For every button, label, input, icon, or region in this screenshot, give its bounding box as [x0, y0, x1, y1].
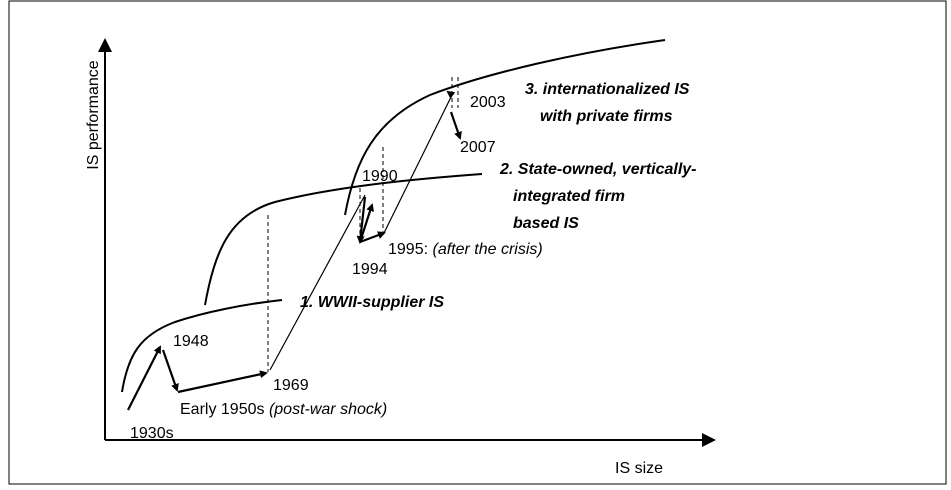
regime-label: 1. WWII-supplier IS	[300, 294, 444, 311]
event-label: 1995: (after the crisis)	[388, 241, 543, 258]
curve-3	[344, 39, 666, 216]
curve-2	[204, 173, 483, 306]
regime-label: based IS	[513, 215, 579, 232]
x-axis-label: IS size	[615, 460, 663, 477]
event-label: 1990	[362, 168, 398, 185]
event-label: Early 1950s (post-war shock)	[180, 401, 387, 418]
path-line	[269, 194, 366, 371]
regime-label: 3. internationalized IS	[525, 81, 690, 98]
arrow	[127, 345, 161, 411]
event-label: 2003	[470, 94, 506, 111]
arrow	[358, 203, 374, 243]
arrow	[359, 231, 386, 244]
frame	[8, 0, 947, 485]
event-label: 1930s	[130, 425, 174, 442]
curve-1	[121, 299, 283, 393]
regime-label: 2. State-owned, vertically-	[499, 161, 697, 178]
event-label: 1948	[173, 333, 209, 350]
arrow	[161, 349, 179, 392]
event-label: 1994	[352, 261, 388, 278]
arrow	[356, 196, 367, 244]
path-line	[383, 94, 453, 234]
arrow	[446, 90, 456, 99]
arrow	[449, 111, 462, 140]
arrow	[177, 370, 268, 394]
regime-label: integrated firm	[513, 188, 625, 205]
event-label: 2007	[460, 139, 496, 156]
regime-label: with private firms	[540, 108, 673, 125]
y-axis-label: IS performance	[85, 60, 102, 169]
event-label: 1969	[273, 377, 309, 394]
